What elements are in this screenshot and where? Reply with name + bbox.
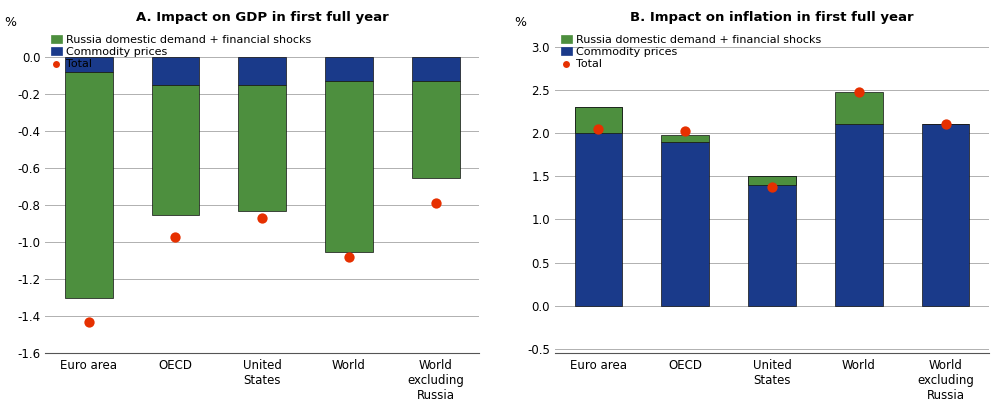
Bar: [575, 107, 622, 133]
Point: [81, 318, 97, 325]
Point: [938, 121, 954, 128]
Bar: [661, 135, 709, 142]
Point: [254, 215, 270, 221]
Bar: [748, 176, 796, 185]
Point: [341, 254, 357, 260]
Bar: [575, 107, 622, 306]
Legend: Russia domestic demand + financial shocks, Commodity prices, Total: Russia domestic demand + financial shock…: [51, 35, 312, 69]
Bar: [325, 81, 373, 252]
Bar: [152, 57, 199, 85]
Point: [764, 183, 780, 190]
Point: [590, 126, 606, 132]
Legend: Russia domestic demand + financial shocks, Commodity prices, Total: Russia domestic demand + financial shock…: [561, 35, 821, 69]
Bar: [748, 176, 796, 306]
Bar: [238, 85, 286, 211]
Point: [428, 200, 444, 207]
Bar: [238, 57, 286, 85]
Bar: [412, 57, 460, 81]
Bar: [65, 72, 113, 298]
Y-axis label: %: %: [5, 17, 17, 29]
Bar: [65, 57, 113, 72]
Bar: [922, 124, 969, 306]
Point: [851, 88, 867, 95]
Bar: [152, 85, 199, 214]
Bar: [661, 142, 709, 306]
Point: [677, 128, 693, 135]
Title: B. Impact on inflation in first full year: B. Impact on inflation in first full yea…: [630, 11, 914, 24]
Y-axis label: %: %: [514, 17, 526, 29]
Bar: [835, 124, 883, 306]
Point: [167, 233, 183, 240]
Title: A. Impact on GDP in first full year: A. Impact on GDP in first full year: [136, 11, 389, 24]
Bar: [325, 57, 373, 81]
Bar: [412, 81, 460, 178]
Bar: [835, 92, 883, 124]
